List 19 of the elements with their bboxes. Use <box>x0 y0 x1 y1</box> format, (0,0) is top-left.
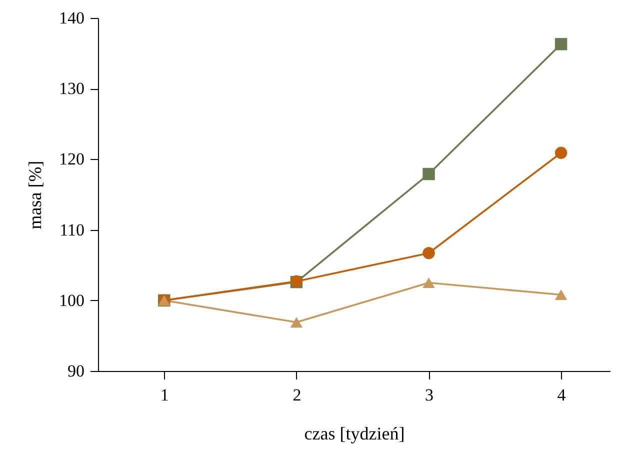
point <box>422 246 435 260</box>
y-tick-label: 140 <box>59 8 84 28</box>
y-tick-label: 90 <box>68 362 84 380</box>
x-tick-label: 1 <box>160 386 169 404</box>
x-axis-title: czas [tydzień] <box>304 424 405 444</box>
point <box>422 277 435 288</box>
y-tick-label: 110 <box>60 220 84 240</box>
point <box>554 289 568 300</box>
y-tick-label: 130 <box>59 79 84 98</box>
x-tick-label: 4 <box>557 386 566 404</box>
y-tick-label: 120 <box>59 150 84 169</box>
x-tick-label: 3 <box>425 386 434 404</box>
y-tick-label: 100 <box>59 290 84 310</box>
point <box>422 168 435 180</box>
point <box>290 316 303 328</box>
x-tick-label: 2 <box>292 386 302 404</box>
point <box>554 146 568 159</box>
point <box>554 38 568 50</box>
y-axis-title: masa [%] <box>25 160 45 230</box>
